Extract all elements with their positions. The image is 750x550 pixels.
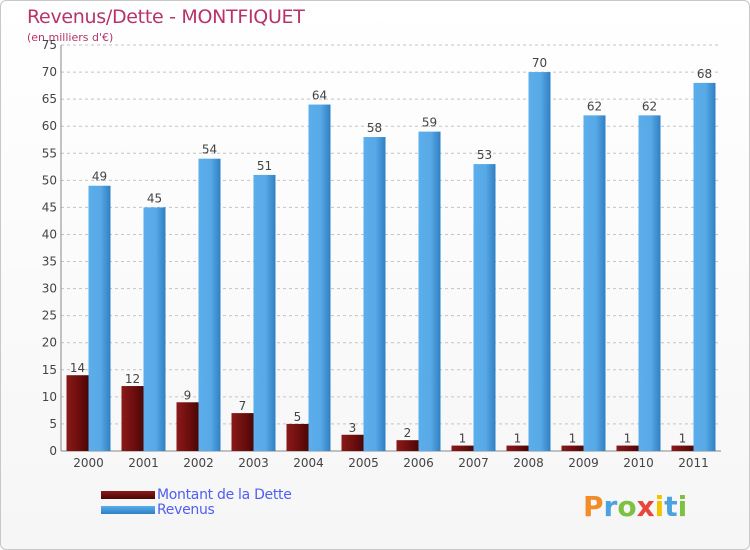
x-tick-label-2010: 2010 (623, 456, 654, 470)
data-label-revenue-2010: 62 (642, 99, 657, 113)
y-tick-label: 55 (42, 146, 57, 160)
bar-revenue-2000 (88, 185, 111, 451)
bar-debt-2002 (176, 402, 199, 451)
logo-letter: r (603, 490, 618, 523)
logo-letter: i (654, 490, 665, 523)
logo-letter: x (636, 490, 655, 523)
bar-debt-2010 (616, 445, 639, 451)
bar-revenue-2011 (693, 82, 716, 451)
data-label-revenue-2005: 58 (367, 121, 382, 135)
y-tick-label: 15 (42, 363, 57, 377)
bar-debt-2009 (561, 445, 584, 451)
y-tick-label: 60 (42, 119, 57, 133)
bar-revenue-2010 (638, 115, 661, 451)
data-label-debt-2011: 1 (679, 432, 687, 446)
legend-swatch-debt (101, 491, 155, 499)
data-label-debt-2004: 5 (294, 410, 302, 424)
bar-revenue-2003 (253, 174, 276, 452)
bar-revenue-2005 (363, 137, 386, 451)
y-tick-label: 0 (49, 444, 57, 458)
data-label-revenue-2009: 62 (587, 99, 602, 113)
x-tick-label-2009: 2009 (568, 456, 599, 470)
data-label-revenue-2001: 45 (147, 191, 162, 205)
data-label-debt-2003: 7 (239, 399, 247, 413)
bar-revenue-2008 (528, 72, 551, 452)
data-label-revenue-2006: 59 (422, 116, 437, 130)
y-tick-label: 10 (42, 390, 57, 404)
data-label-revenue-2000: 49 (92, 170, 107, 184)
data-label-debt-2000: 14 (70, 361, 85, 375)
x-tick-label-2000: 2000 (73, 456, 104, 470)
legend-item-debt: Montant de la Dette (101, 487, 292, 503)
y-tick-label: 40 (42, 227, 57, 241)
bar-debt-2007 (451, 445, 474, 451)
data-label-revenue-2011: 68 (697, 67, 712, 81)
y-tick-label: 30 (42, 282, 57, 296)
x-tick-label-2011: 2011 (678, 456, 709, 470)
data-label-debt-2001: 12 (125, 372, 140, 386)
y-tick-label: 25 (42, 309, 57, 323)
y-tick-label: 70 (42, 65, 57, 79)
y-tick-label: 65 (42, 92, 57, 106)
logo-letter: i (677, 490, 688, 523)
bar-debt-2008 (506, 445, 529, 451)
bar-debt-2005 (341, 434, 364, 451)
data-label-debt-2002: 9 (184, 388, 192, 402)
x-tick-label-2004: 2004 (293, 456, 324, 470)
x-tick-label-2008: 2008 (513, 456, 544, 470)
x-tick-label-2001: 2001 (128, 456, 159, 470)
data-label-debt-2008: 1 (514, 432, 522, 446)
y-tick-label: 35 (42, 255, 57, 269)
data-label-revenue-2007: 53 (477, 148, 492, 162)
chart-title: Revenus/Dette - MONTFIQUET (27, 6, 305, 28)
y-tick-label: 50 (42, 173, 57, 187)
x-tick-label-2005: 2005 (348, 456, 379, 470)
legend-label-revenue: Revenus (157, 502, 215, 518)
x-tick-label-2006: 2006 (403, 456, 434, 470)
legend-swatch-revenue (101, 506, 155, 514)
bar-debt-2011 (671, 445, 694, 451)
bar-revenue-2006 (418, 131, 441, 451)
y-tick-label: 20 (42, 336, 57, 350)
bar-debt-2003 (231, 413, 254, 451)
bar-debt-2001 (121, 386, 144, 451)
legend-label-debt: Montant de la Dette (157, 487, 292, 503)
x-tick-label-2002: 2002 (183, 456, 214, 470)
chart-subtitle: (en milliers d'€) (27, 31, 114, 44)
bar-revenue-2002 (198, 158, 221, 451)
bar-debt-2006 (396, 440, 419, 451)
proxiti-logo: Proxiti (583, 490, 687, 523)
data-label-debt-2007: 1 (459, 432, 467, 446)
data-label-revenue-2004: 64 (312, 89, 327, 103)
logo-letter: t (664, 490, 678, 523)
bar-revenue-2001 (143, 207, 166, 451)
y-tick-label: 45 (42, 200, 57, 214)
data-label-revenue-2008: 70 (532, 56, 547, 70)
data-label-debt-2006: 2 (404, 426, 412, 440)
data-label-revenue-2003: 51 (257, 159, 272, 173)
x-tick-label-2007: 2007 (458, 456, 489, 470)
logo-letter: P (583, 490, 604, 523)
bar-debt-2004 (286, 423, 309, 451)
data-label-debt-2005: 3 (349, 421, 357, 435)
data-label-revenue-2002: 54 (202, 143, 217, 157)
data-label-debt-2009: 1 (569, 432, 577, 446)
logo-letter: o (617, 490, 637, 523)
y-tick-label: 5 (49, 417, 57, 431)
legend-item-revenue: Revenus (101, 502, 215, 518)
y-tick-label: 75 (42, 38, 57, 52)
bar-revenue-2007 (473, 164, 496, 452)
data-label-debt-2010: 1 (624, 432, 632, 446)
bar-revenue-2009 (583, 115, 606, 451)
bar-revenue-2004 (308, 104, 331, 452)
bar-debt-2000 (66, 375, 89, 451)
x-tick-label-2003: 2003 (238, 456, 269, 470)
